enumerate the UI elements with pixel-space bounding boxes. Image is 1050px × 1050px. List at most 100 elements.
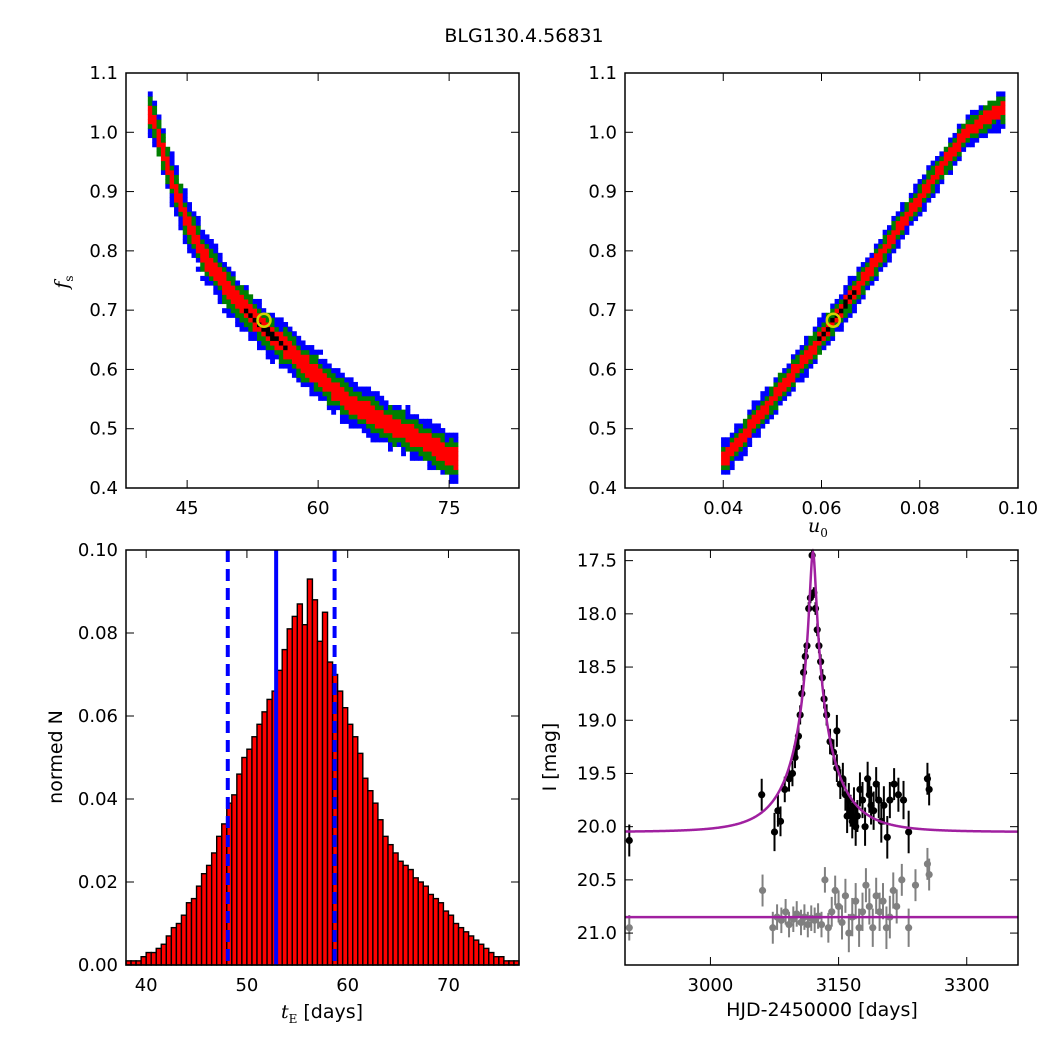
p1-cell	[357, 409, 363, 415]
p1-cell	[422, 455, 428, 461]
p3-bar	[362, 777, 369, 966]
p1-cell	[449, 451, 454, 457]
p1-cell	[366, 391, 372, 397]
p1-cell	[383, 405, 389, 411]
p1-cell	[230, 289, 236, 295]
p2-cell	[978, 114, 984, 120]
p1-cell	[431, 432, 437, 438]
p1-cell	[440, 451, 446, 457]
p1-cell	[239, 326, 245, 332]
p2-cell	[908, 197, 914, 203]
p2-cell	[843, 312, 849, 318]
p2-cell	[777, 377, 783, 383]
p2-cell	[742, 428, 748, 434]
p1-cell	[165, 160, 171, 166]
p2-ticks: 0.04 0.06 0.08 0.10 0.4 0.5 0.6 0.7 0.8 0.9 1.0 1.1	[588, 63, 1038, 519]
p1-cell	[169, 179, 175, 185]
p2-cell	[935, 156, 940, 162]
p1-cell	[187, 220, 192, 226]
p2-cell	[795, 368, 801, 374]
p1-cell	[160, 137, 166, 143]
p1-cell	[252, 298, 258, 305]
p2-cell	[856, 294, 862, 300]
p1-cell	[296, 377, 302, 383]
p1-cell	[326, 381, 332, 388]
p1-cell	[169, 169, 175, 175]
p1-cell	[156, 146, 162, 152]
p2-cell	[734, 432, 740, 438]
p1-cell	[235, 303, 241, 309]
p1-cell	[313, 354, 319, 360]
p1-cell	[204, 271, 210, 277]
p3-bar	[467, 935, 475, 966]
p1-cell	[147, 119, 153, 125]
p1-cell	[208, 248, 214, 254]
p2-cell	[799, 368, 805, 374]
p2-cell	[930, 169, 936, 175]
p2-cell	[742, 418, 748, 424]
p1-cell	[309, 363, 315, 369]
p2-cell	[956, 128, 962, 134]
p2-cell	[834, 308, 840, 314]
p1-cell	[313, 358, 319, 364]
p2-cell	[996, 123, 1002, 129]
p1-cell	[195, 257, 201, 263]
p2-cell	[856, 275, 862, 281]
p2-cell	[860, 262, 866, 268]
p1-cell	[409, 441, 415, 447]
p1-cell	[374, 391, 380, 397]
p2-cell	[952, 142, 958, 148]
p1-cell	[414, 455, 420, 461]
p2-cell	[747, 432, 753, 438]
p2-cell	[860, 275, 866, 281]
p2-cell	[956, 156, 962, 162]
p1-cell	[270, 331, 275, 337]
p2-cell	[908, 211, 914, 217]
p1-cell	[169, 202, 175, 208]
p1-cell	[401, 437, 406, 443]
p2-cell	[751, 405, 757, 411]
p2-cell	[777, 381, 783, 388]
p1-cell	[191, 239, 197, 245]
p1-cell	[222, 275, 227, 281]
p4-ytick-label: 19.5	[577, 763, 617, 784]
p1-cell	[213, 266, 219, 272]
p2-cell	[786, 363, 792, 369]
p4-model-curve	[625, 548, 1019, 833]
p2-cell	[1000, 123, 1006, 129]
p1-cell	[257, 331, 262, 337]
p4-point-secondary	[879, 897, 887, 905]
p2-cell	[974, 132, 980, 139]
p3-bar	[493, 956, 500, 966]
p1-cell	[248, 312, 254, 318]
p2-cell	[917, 192, 923, 198]
p1-cell	[182, 229, 188, 235]
p1-cell	[453, 478, 459, 484]
p1-cell	[291, 349, 297, 355]
p1-cell	[326, 391, 332, 397]
p4-point-secondary	[911, 881, 920, 889]
p1-cell	[230, 275, 236, 281]
p2-cell	[738, 441, 744, 447]
p2-cell	[830, 308, 836, 314]
p1-cell	[353, 395, 358, 401]
p1-cell	[366, 409, 372, 415]
p1-cell	[165, 174, 171, 180]
p1-cell	[200, 234, 206, 240]
p1-cell	[388, 418, 393, 424]
p1-cell	[370, 395, 376, 401]
p3-bar	[215, 835, 223, 966]
p1-cell	[222, 266, 227, 272]
p2-cell	[751, 409, 757, 415]
p1-cell	[287, 345, 293, 351]
p2-cell	[729, 446, 735, 452]
p1-cell	[187, 234, 192, 240]
p2-cell	[930, 160, 936, 166]
p3-bar	[185, 902, 193, 966]
p1-cell	[335, 400, 341, 406]
p2-cell	[996, 96, 1002, 102]
p1-cell	[409, 428, 415, 434]
p1-cell	[318, 349, 323, 355]
p1-cell	[217, 298, 223, 305]
p2-cell	[904, 202, 910, 208]
